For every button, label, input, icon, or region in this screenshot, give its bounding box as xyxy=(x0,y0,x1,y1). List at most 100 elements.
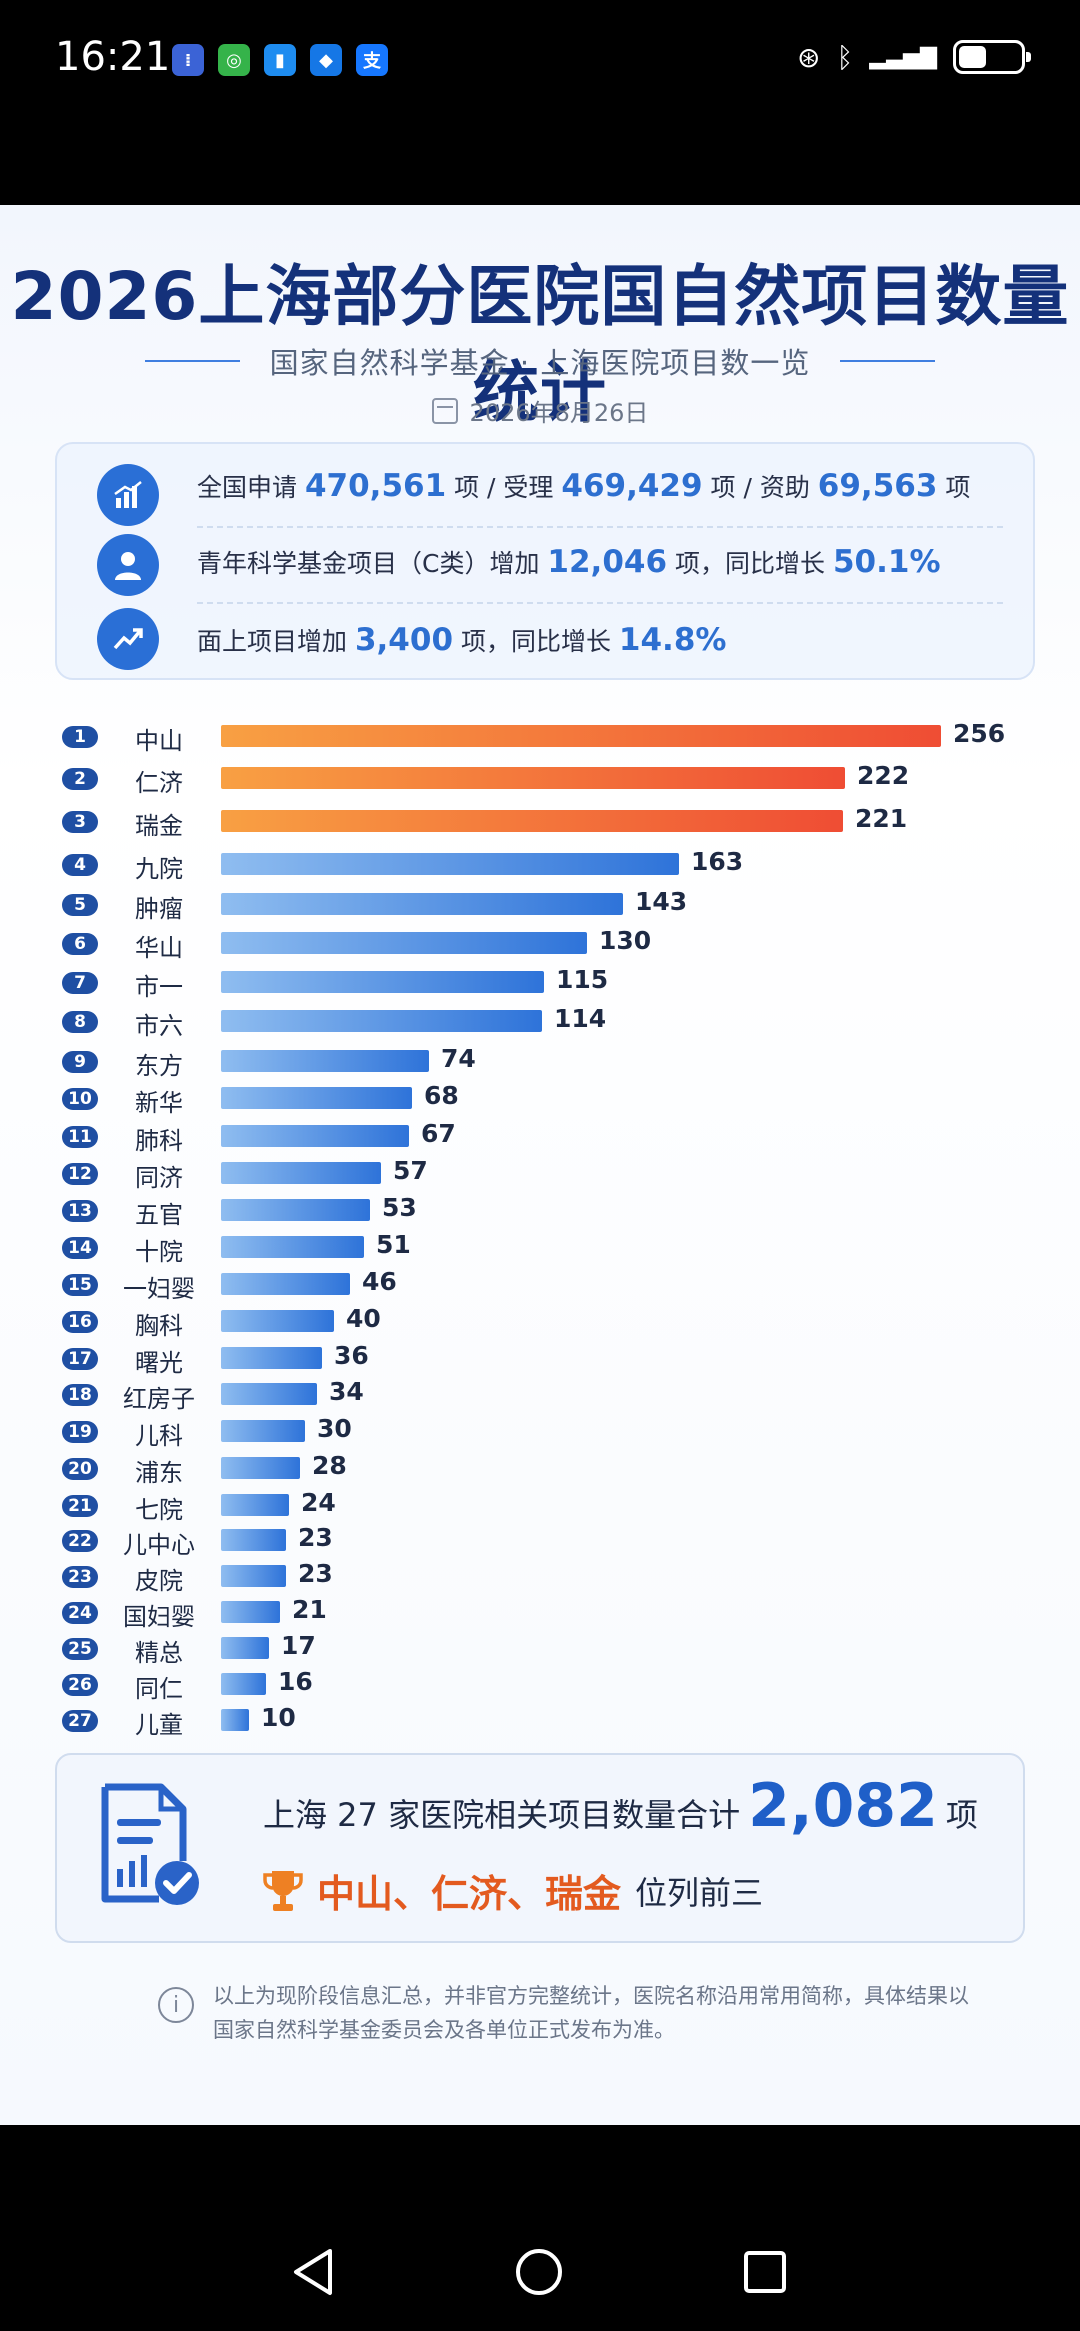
rank-badge: 27 xyxy=(62,1710,98,1732)
bar-value-label: 23 xyxy=(298,1523,333,1552)
bar xyxy=(221,1383,317,1405)
home-button[interactable] xyxy=(514,2247,564,2297)
hospital-name-label: 曙光 xyxy=(135,1349,183,1377)
bar xyxy=(221,1010,542,1032)
document-check-icon xyxy=(101,1783,199,1905)
rank-badge: 8 xyxy=(62,1011,98,1033)
bar-value-label: 40 xyxy=(346,1304,381,1333)
stat-text: 项，同比增长 xyxy=(667,549,833,578)
battery-icon xyxy=(953,40,1031,74)
info-icon: i xyxy=(158,1987,194,2023)
stat-value: 14.8% xyxy=(618,622,727,658)
bar xyxy=(221,725,941,747)
bar xyxy=(221,853,679,875)
browser-app-icon: ◆ xyxy=(310,44,342,76)
bar xyxy=(221,1125,409,1147)
bar xyxy=(221,893,623,915)
bluetooth-icon: ᛒ xyxy=(836,40,854,74)
hospital-name-label: 市六 xyxy=(135,1012,183,1040)
hospital-name-label: 同仁 xyxy=(135,1675,183,1703)
stat-text: 青年科学基金项目（C类）增加 xyxy=(197,549,548,578)
summary-total-prefix: 上海 27 家医院相关项目数量合计 xyxy=(263,1796,741,1834)
rank-badge: 3 xyxy=(62,811,98,833)
bar-value-label: 21 xyxy=(292,1595,327,1624)
subtitle-row: 国家自然科学基金 · 上海医院项目数一览 xyxy=(0,340,1080,382)
rank-badge: 14 xyxy=(62,1237,98,1259)
bar-value-label: 17 xyxy=(281,1631,316,1660)
hospital-name-label: 市一 xyxy=(135,973,183,1001)
bar xyxy=(221,1637,269,1659)
bar xyxy=(221,1162,381,1184)
rank-badge: 21 xyxy=(62,1495,98,1517)
hospital-name-label: 七院 xyxy=(135,1496,183,1524)
bar xyxy=(221,971,544,993)
recents-button[interactable] xyxy=(742,2249,788,2295)
hd-icon: ⊛ xyxy=(797,40,821,74)
stat-line-general-fund: 面上项目增加 3,400 项，同比增长 14.8% xyxy=(197,622,726,658)
bar xyxy=(221,1457,300,1479)
bar-value-label: 67 xyxy=(421,1119,456,1148)
stat-value: 12,046 xyxy=(547,544,668,580)
bar-value-label: 51 xyxy=(376,1230,411,1259)
hospital-bar-chart: 1 中山 256 2 仁济 222 3 瑞金 221 4 九院 163 5 肿瘤 143 6 华山 130 7 市一 1… xyxy=(0,205,1080,2125)
bar-value-label: 130 xyxy=(599,926,652,955)
trend-up-icon xyxy=(97,608,159,670)
rank-badge: 12 xyxy=(62,1163,98,1185)
stat-value: 69,563 xyxy=(817,468,938,504)
bar-value-label: 114 xyxy=(554,1004,607,1033)
summary-total-line: 上海 27 家医院相关项目数量合计 2,082 项 xyxy=(263,1771,978,1841)
bar-value-label: 256 xyxy=(953,719,1006,748)
bar xyxy=(221,1310,334,1332)
stat-line-applications: 全国申请 470,561 项 / 受理 469,429 项 / 资助 69,56… xyxy=(197,468,970,504)
stat-text: 项 xyxy=(937,473,971,502)
hospital-name-label: 胸科 xyxy=(135,1312,183,1340)
person-icon xyxy=(97,534,159,596)
bar xyxy=(221,1565,286,1587)
bar xyxy=(221,932,587,954)
rank-badge: 20 xyxy=(62,1458,98,1480)
bar xyxy=(221,1347,322,1369)
rank-badge: 9 xyxy=(62,1051,98,1073)
hospital-name-label: 国妇婴 xyxy=(123,1603,195,1631)
bar xyxy=(221,1529,286,1551)
bar xyxy=(221,1494,289,1516)
rank-badge: 5 xyxy=(62,894,98,916)
poster-image: 2026上海部分医院国自然项目数量统计 国家自然科学基金 · 上海医院项目数一览… xyxy=(0,205,1080,2125)
bar-value-label: 68 xyxy=(424,1081,459,1110)
stat-line-youth-fund: 青年科学基金项目（C类）增加 12,046 项，同比增长 50.1% xyxy=(197,544,941,580)
hospital-name-label: 新华 xyxy=(135,1089,183,1117)
rank-badge: 7 xyxy=(62,972,98,994)
hospital-name-label: 华山 xyxy=(135,934,183,962)
bar-value-label: 74 xyxy=(441,1044,476,1073)
poster-title: 2026上海部分医院国自然项目数量统计 xyxy=(10,258,1070,431)
stat-text: 全国申请 xyxy=(197,473,305,502)
alipay-app-icon: 支 xyxy=(356,44,388,76)
bar-value-label: 221 xyxy=(855,804,908,833)
bar-value-label: 34 xyxy=(329,1377,364,1406)
trophy-icon xyxy=(263,1870,303,1911)
status-time: 16:21 xyxy=(55,34,171,80)
hospital-name-label: 瑞金 xyxy=(135,812,183,840)
stat-value: 469,429 xyxy=(561,468,703,504)
rank-badge: 26 xyxy=(62,1674,98,1696)
battery-level xyxy=(959,46,986,68)
hospital-name-label: 同济 xyxy=(135,1164,183,1192)
bar-value-label: 53 xyxy=(382,1193,417,1222)
bar-value-label: 115 xyxy=(556,965,609,994)
stat-value: 470,561 xyxy=(304,468,447,504)
bar xyxy=(221,1420,305,1442)
hospital-name-label: 肺科 xyxy=(135,1127,183,1155)
rank-badge: 17 xyxy=(62,1348,98,1370)
stat-text: 项，同比增长 xyxy=(453,627,619,656)
stat-divider xyxy=(197,602,1003,604)
hospital-name-label: 儿童 xyxy=(135,1711,183,1739)
stat-divider xyxy=(197,526,1003,528)
bar-value-label: 10 xyxy=(261,1703,296,1732)
hospital-name-label: 十院 xyxy=(135,1238,183,1266)
hospital-name-label: 五官 xyxy=(135,1201,183,1229)
hospital-name-label: 九院 xyxy=(135,855,183,883)
back-button[interactable] xyxy=(290,2247,336,2297)
rank-badge: 24 xyxy=(62,1602,98,1624)
hospital-name-label: 红房子 xyxy=(123,1385,195,1413)
rank-badge: 23 xyxy=(62,1566,98,1588)
